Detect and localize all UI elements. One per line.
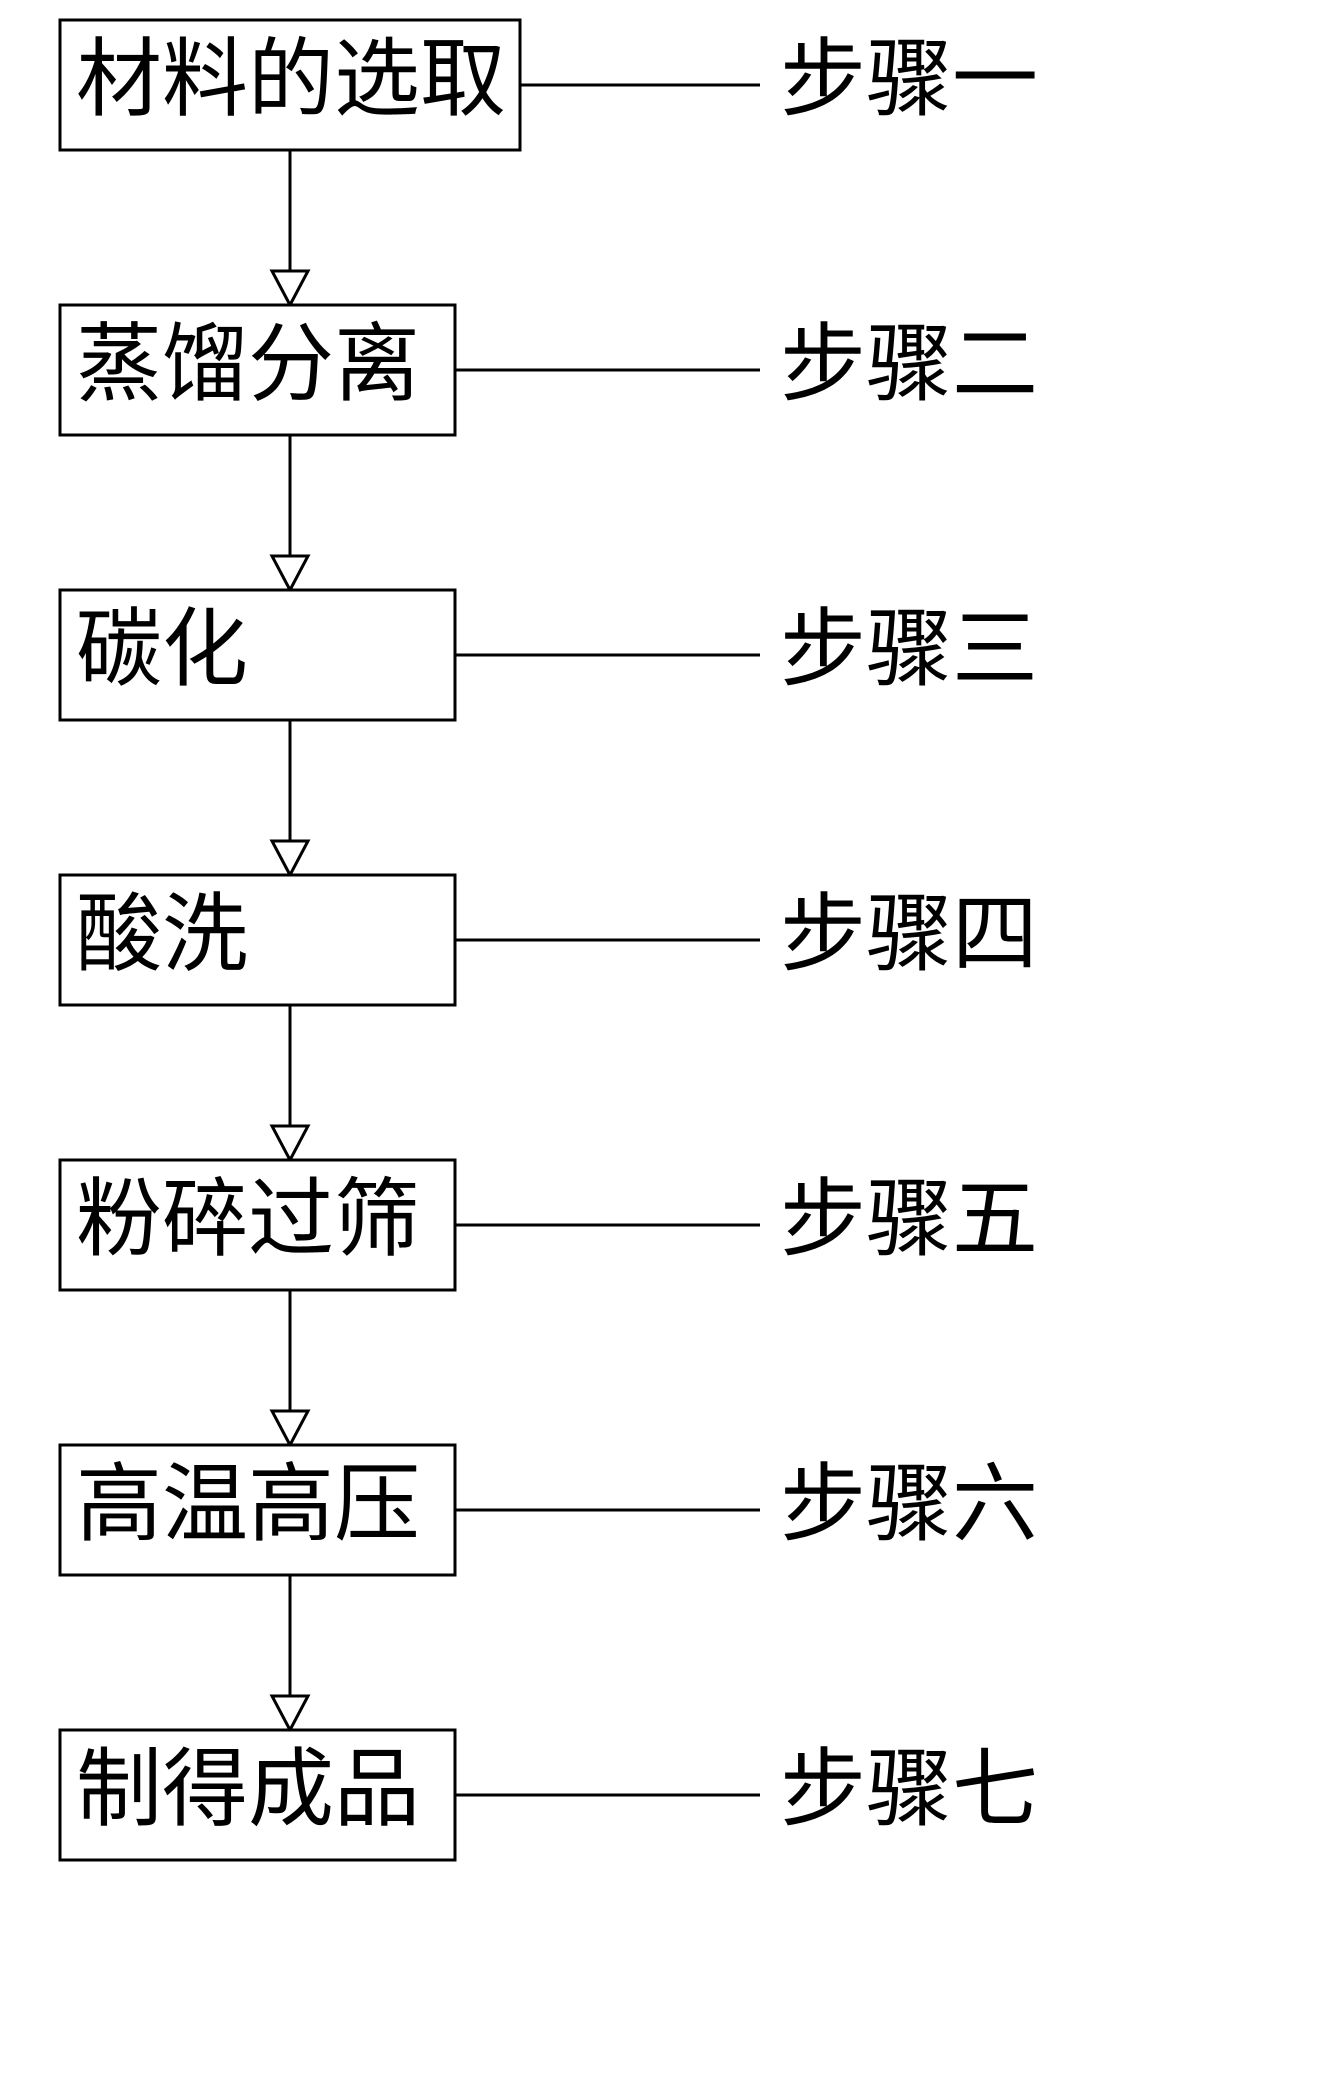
step-6-label-text: 步骤六 (780, 1457, 1038, 1553)
step-5-group: 粉碎过筛 步骤五 (60, 1160, 1038, 1290)
step-3-box-text: 碳化 (76, 602, 248, 698)
step-2-group: 蒸馏分离 步骤二 (60, 305, 1038, 435)
step-5-label-text: 步骤五 (780, 1172, 1038, 1268)
step-4-box-text: 酸洗 (76, 887, 248, 983)
step-3-group: 碳化 步骤三 (60, 590, 1038, 720)
step-5-box-text: 粉碎过筛 (76, 1172, 420, 1268)
step-3-label-text: 步骤三 (780, 602, 1038, 698)
step-6-group: 高温高压 步骤六 (60, 1445, 1038, 1575)
arrow-2-to-3-head (272, 556, 308, 590)
arrow-5-to-6-head (272, 1411, 308, 1445)
arrow-4-to-5-head (272, 1126, 308, 1160)
step-4-label-text: 步骤四 (780, 887, 1038, 983)
arrow-6-to-7-head (272, 1696, 308, 1730)
step-4-group: 酸洗 步骤四 (60, 875, 1038, 1005)
arrow-3-to-4-head (272, 841, 308, 875)
step-2-box-text: 蒸馏分离 (76, 317, 420, 413)
step-1-label-text: 步骤一 (780, 32, 1038, 128)
step-1-group: 材料的选取 步骤一 (60, 20, 1038, 150)
step-1-box-text: 材料的选取 (76, 32, 506, 128)
step-7-label-text: 步骤七 (780, 1742, 1038, 1838)
step-6-box-text: 高温高压 (76, 1457, 420, 1553)
step-7-group: 制得成品 步骤七 (60, 1730, 1038, 1860)
step-2-label-text: 步骤二 (780, 317, 1038, 413)
arrow-1-to-2-head (272, 271, 308, 305)
step-7-box-text: 制得成品 (76, 1742, 420, 1838)
